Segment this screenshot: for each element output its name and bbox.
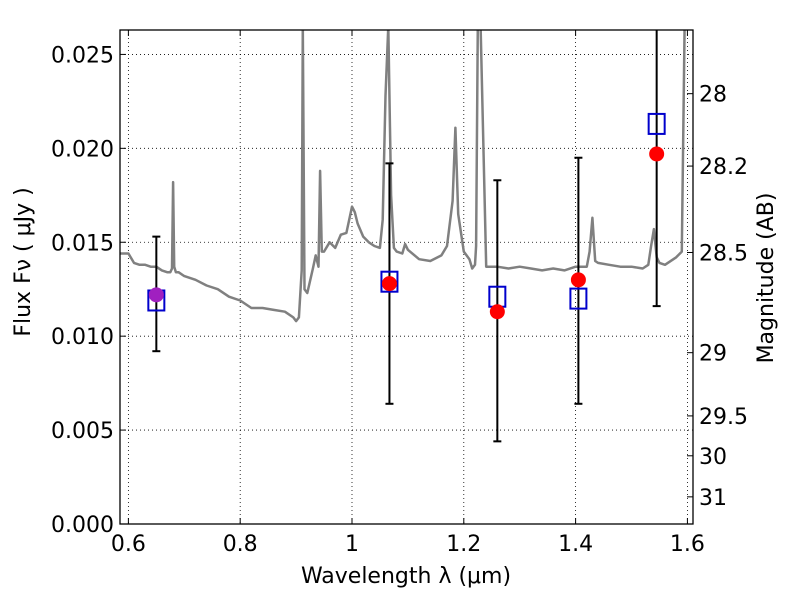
spectrum-layer bbox=[120, 30, 686, 323]
model-photometry-square bbox=[380, 270, 399, 293]
plot-frame bbox=[119, 29, 694, 525]
y-axis: 0.000 0.005 0.010 0.015 0.020 0.025 bbox=[51, 43, 126, 538]
y-axis-label: Flux Fν ( μJy ) bbox=[11, 187, 36, 336]
x-axis: 0.6 0.8 1 1.2 1.4 1.6 bbox=[111, 30, 705, 557]
y-tick-label: 0.000 bbox=[51, 513, 114, 538]
x-tick-label: 1 bbox=[345, 532, 359, 557]
observed-flux-point bbox=[381, 276, 397, 292]
y-tick-label: 0.015 bbox=[51, 231, 114, 256]
y2-tick-label: 31 bbox=[699, 486, 727, 511]
y-tick-label: 0.020 bbox=[51, 137, 114, 162]
y2-axis-label: Magnitude (AB) bbox=[754, 193, 779, 364]
observed-flux-point bbox=[489, 304, 505, 320]
observed-points-layer bbox=[148, 146, 665, 320]
x-tick-label: 1.4 bbox=[558, 532, 593, 557]
model-photometry-square bbox=[647, 112, 666, 135]
x-tick-label: 0.6 bbox=[111, 532, 146, 557]
y2-tick-label: 29.5 bbox=[699, 405, 748, 430]
model-points-layer bbox=[147, 112, 666, 312]
x-tick-label: 1.2 bbox=[446, 532, 481, 557]
x-tick-label: 1.6 bbox=[670, 532, 705, 557]
observed-flux-point bbox=[148, 287, 164, 303]
y2-tick-label: 28.2 bbox=[699, 155, 748, 180]
model-spectrum-line bbox=[120, 30, 686, 323]
y-tick-label: 0.005 bbox=[51, 419, 114, 444]
observed-flux-point bbox=[570, 272, 586, 288]
y2-tick-label: 30 bbox=[699, 445, 727, 470]
y2-tick-label: 29 bbox=[699, 342, 727, 367]
model-photometry-square bbox=[569, 287, 588, 310]
observed-flux-point bbox=[649, 146, 665, 162]
x-axis-label: Wavelength λ (μm) bbox=[301, 564, 511, 589]
y2-tick-label: 28 bbox=[699, 83, 727, 108]
y2-tick-label: 28.5 bbox=[699, 241, 748, 266]
x-tick-label: 0.8 bbox=[223, 532, 258, 557]
y-tick-label: 0.025 bbox=[51, 43, 114, 68]
plot-background bbox=[120, 30, 693, 524]
y-tick-label: 0.010 bbox=[51, 325, 114, 350]
y2-axis: 28 28.2 28.5 29 29.5 30 31 bbox=[687, 83, 748, 511]
